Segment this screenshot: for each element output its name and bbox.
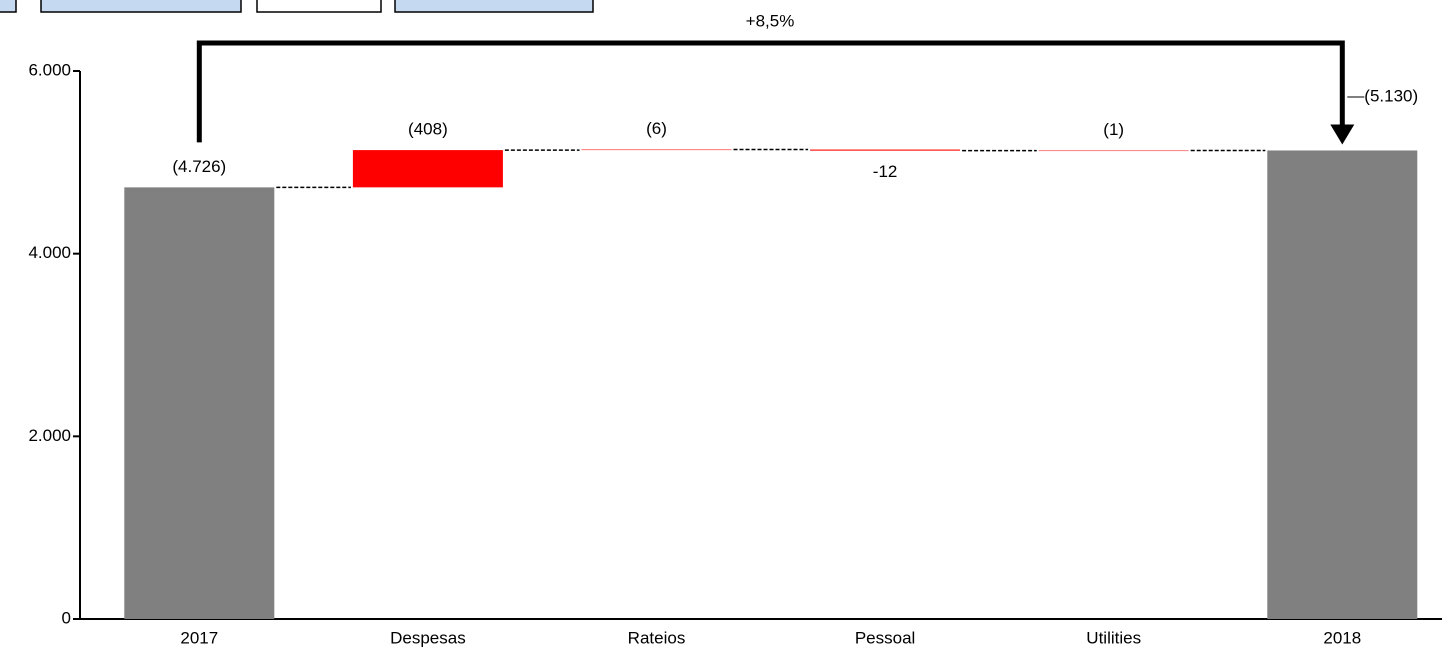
- y-tick-label: 4.000: [28, 243, 71, 262]
- x-tick-label: Rateios: [628, 628, 686, 647]
- x-tick-label: 2018: [1323, 628, 1361, 647]
- bar: [581, 149, 732, 151]
- data-label: (1): [1103, 120, 1124, 139]
- y-tick-label: 0: [62, 608, 71, 627]
- x-tick-label: Utilities: [1086, 628, 1141, 647]
- bar: [1038, 150, 1189, 152]
- toolbar-box: [394, 0, 594, 13]
- toolbar-box: [40, 0, 242, 13]
- change-arrow: [1330, 124, 1355, 145]
- data-label: (4.726): [172, 157, 226, 176]
- annotation: +8,5%: [746, 11, 795, 30]
- data-label: (6): [646, 119, 667, 138]
- data-label: (408): [408, 120, 448, 139]
- toolbar-box: [0, 0, 17, 13]
- bar: [810, 149, 961, 151]
- data-label: (5.130): [1364, 86, 1418, 105]
- toolbar-box: [256, 0, 382, 13]
- toolbar: [0, 0, 594, 13]
- y-tick-label: 2.000: [28, 426, 71, 445]
- x-tick-label: Despesas: [390, 628, 466, 647]
- x-tick-label: 2017: [180, 628, 218, 647]
- bar: [1267, 150, 1418, 619]
- y-tick-label: 6.000: [28, 60, 71, 79]
- bar: [124, 187, 275, 619]
- data-label: -12: [873, 162, 898, 181]
- x-tick-label: Pessoal: [855, 628, 915, 647]
- bar: [352, 150, 503, 188]
- change-bracket: [196, 40, 1345, 143]
